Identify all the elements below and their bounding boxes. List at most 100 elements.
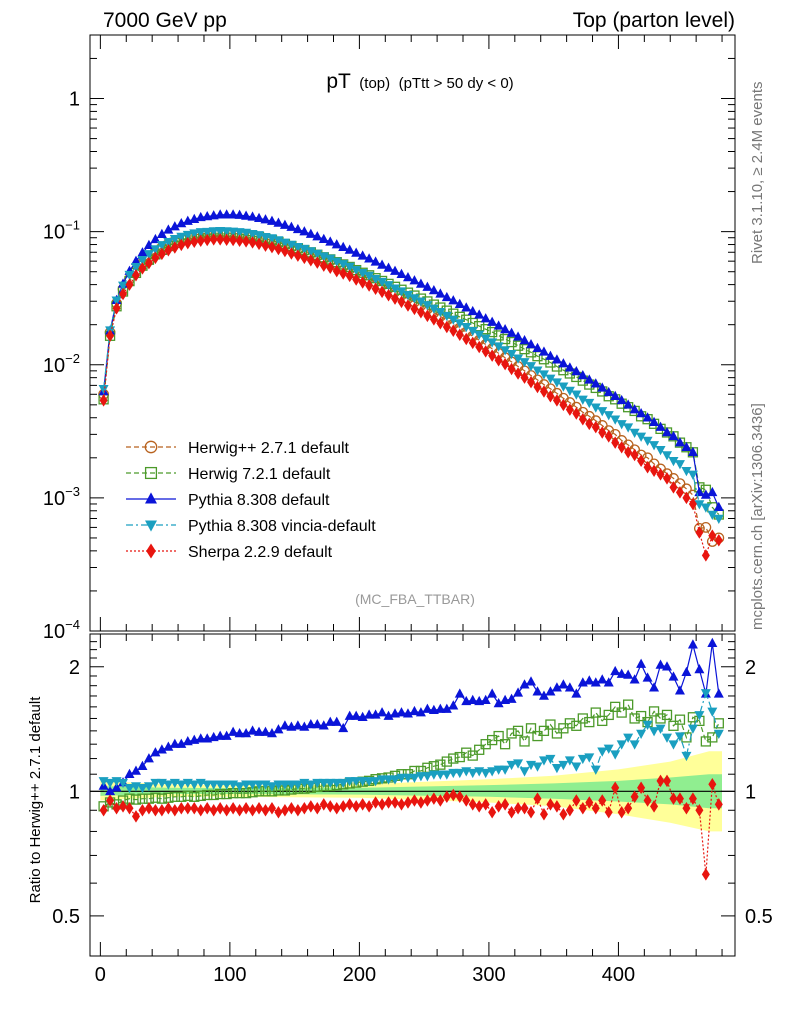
diamond-marker [183, 236, 192, 250]
square-open-marker [506, 728, 517, 739]
diamond-marker [695, 804, 704, 817]
legend-entry: Pythia 8.308 default [126, 492, 330, 509]
diamond-marker [533, 792, 542, 805]
ratio-y-tick-label-right: 1 [745, 781, 756, 803]
triangle-up-marker [221, 209, 232, 219]
triangle-up-marker [247, 211, 258, 221]
triangle-up-marker [454, 688, 465, 698]
diamond-marker [306, 800, 315, 813]
triangle-up-marker [338, 241, 349, 252]
diamond-marker [552, 800, 561, 813]
triangle-up-marker [687, 446, 698, 457]
diamond-marker [416, 796, 425, 809]
diamond-marker [643, 460, 652, 474]
square-open-marker [584, 716, 595, 728]
square-open-marker [655, 713, 666, 724]
triangle-down-marker [597, 407, 608, 417]
triangle-up-marker [467, 305, 478, 316]
triangle-up-marker [299, 226, 310, 236]
triangle-up-marker [467, 694, 478, 705]
triangle-up-marker [681, 666, 692, 676]
triangle-up-marker [273, 217, 284, 227]
ratio-series-line [103, 703, 720, 807]
diamond-marker [319, 798, 328, 811]
triangle-down-marker [325, 254, 336, 264]
diamond-marker [572, 794, 581, 807]
diamond-marker [669, 792, 678, 805]
diamond-marker [630, 790, 639, 804]
main-y-tick-exponent: −3 [65, 484, 80, 499]
diamond-marker [119, 800, 128, 813]
triangle-up-marker [441, 291, 452, 302]
header-process-label: Top (parton level) [573, 9, 735, 32]
triangle-down-marker [331, 778, 342, 789]
diamond-marker [449, 788, 458, 802]
diamond-marker [559, 398, 568, 412]
triangle-up-marker [487, 316, 498, 326]
diamond-marker [436, 317, 445, 330]
diamond-marker [196, 234, 205, 247]
triangle-up-marker [500, 324, 511, 334]
side-labels: Rivet 3.1.10, ≥ 2.4M events mcplots.cern… [749, 82, 766, 631]
triangle-up-marker [377, 259, 388, 269]
diamond-marker [267, 802, 276, 815]
triangle-up-marker [111, 782, 122, 792]
diamond-marker [229, 233, 238, 247]
diamond-marker [695, 526, 704, 539]
triangle-up-marker [558, 358, 569, 368]
triangle-down-marker [687, 724, 698, 734]
diamond-marker [442, 320, 451, 334]
diamond-marker [183, 802, 192, 815]
triangle-up-marker [163, 741, 174, 751]
triangle-up-marker [616, 668, 627, 678]
triangle-down-marker [474, 330, 485, 340]
square-open-marker [130, 794, 142, 805]
diamond-marker [578, 412, 587, 426]
triangle-down-marker [364, 777, 375, 787]
square-open-marker [687, 712, 699, 723]
ratio-y-tick-label-right: 2 [745, 657, 756, 679]
triangle-up-marker [338, 722, 349, 733]
diamond-marker [313, 256, 322, 269]
diamond-marker [164, 243, 173, 257]
x-tick-label: 100 [213, 964, 246, 986]
triangle-up-marker [137, 760, 148, 770]
square-open-marker [603, 709, 614, 721]
triangle-up-marker [493, 320, 504, 330]
diamond-marker [585, 796, 594, 809]
square-open-marker [461, 747, 472, 758]
diamond-marker [248, 804, 257, 817]
square-open-marker [506, 336, 517, 348]
triangle-up-marker [344, 710, 355, 720]
diamond-marker [462, 332, 471, 346]
x-tick-label: 400 [602, 964, 635, 986]
diamond-marker [319, 259, 328, 272]
triangle-up-marker [299, 721, 310, 731]
triangle-up-marker [649, 682, 660, 692]
triangle-down-marker [163, 780, 174, 790]
diamond-marker [287, 802, 296, 815]
triangle-up-marker [636, 408, 647, 418]
diamond-marker [326, 800, 335, 813]
triangle-up-marker [137, 247, 148, 257]
triangle-up-marker [526, 676, 537, 686]
triangle-up-marker [344, 244, 355, 254]
main-plot-title: pT (top) (pTtt > 50 dy < 0) [326, 70, 513, 93]
diamond-marker [255, 237, 264, 251]
triangle-up-marker [551, 682, 562, 692]
diamond-marker [701, 868, 710, 881]
diamond-marker [585, 417, 594, 431]
diamond-marker [280, 244, 289, 258]
triangle-down-marker [538, 756, 549, 766]
triangle-down-marker [156, 241, 167, 251]
triangle-up-marker [260, 214, 271, 224]
ratio-y-tick-label: 2 [69, 657, 80, 679]
triangle-down-marker [707, 707, 718, 717]
triangle-down-marker [448, 315, 459, 325]
triangle-down-marker [409, 773, 420, 784]
triangle-up-marker [215, 730, 226, 740]
square-open-marker [519, 736, 530, 747]
triangle-up-marker [655, 421, 666, 431]
triangle-up-marker [513, 687, 524, 697]
triangle-down-marker [402, 290, 413, 301]
